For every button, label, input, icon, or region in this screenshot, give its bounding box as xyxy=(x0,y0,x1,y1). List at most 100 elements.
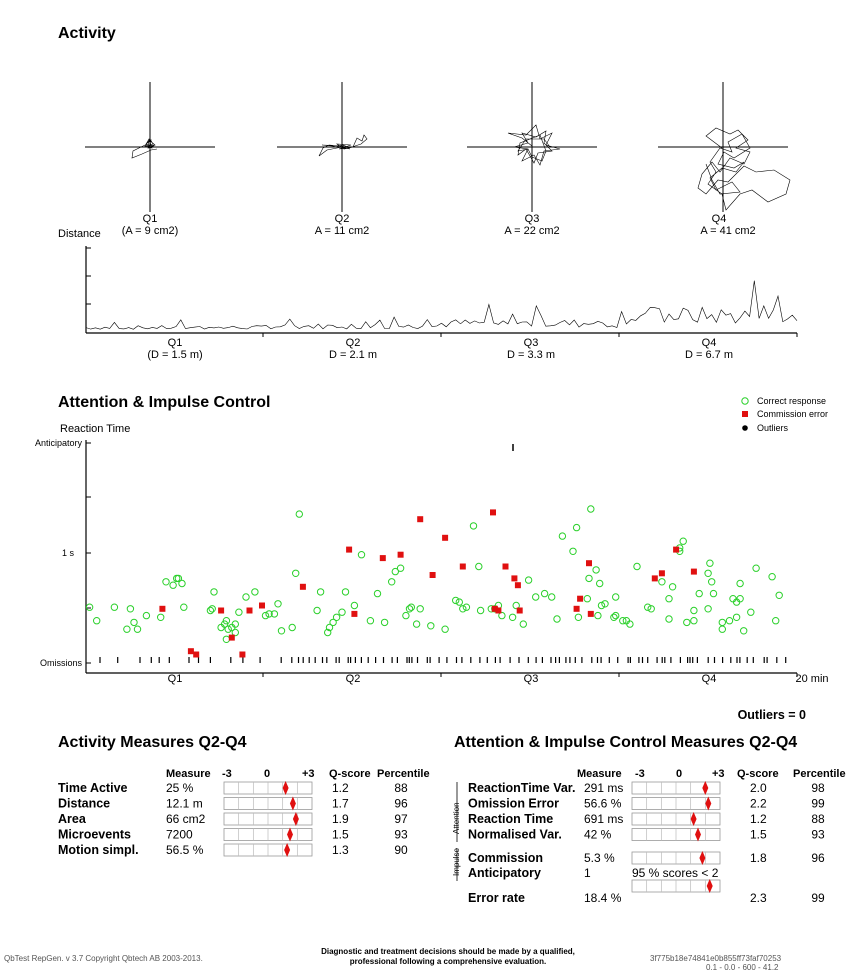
correct-response-point-114 xyxy=(405,605,414,613)
correct-response-point-28 xyxy=(265,610,273,618)
correct-response-point-36 xyxy=(316,588,325,596)
am-row-1-name: Distance xyxy=(58,797,110,811)
activity-title: Activity xyxy=(58,25,116,42)
anticipatory-measure: 1 xyxy=(584,866,591,880)
commission-error-point-6 xyxy=(246,607,253,614)
commission-error-point-22 xyxy=(514,582,521,589)
correct-response-point-126 xyxy=(718,625,726,633)
attention-title: Attention & Impulse Control xyxy=(58,394,270,411)
atm-row-3-measure: 42 % xyxy=(584,828,612,842)
correct-response-point-8 xyxy=(157,613,165,621)
correct-response-point-75 xyxy=(569,547,577,555)
correct-response-point-74 xyxy=(558,532,567,540)
commission-error-point-16 xyxy=(459,563,466,570)
correct-response-point-68 xyxy=(519,620,527,628)
correct-response-point-82 xyxy=(594,611,602,620)
legend-correct-marker xyxy=(741,397,749,405)
correct-response-point-26 xyxy=(251,588,259,596)
correct-response-point-53 xyxy=(416,605,424,613)
correct-response-point-125 xyxy=(729,595,737,603)
correct-response-point-128 xyxy=(775,591,783,599)
correct-response-point-55 xyxy=(441,625,449,633)
atm-row-2-name: Reaction Time xyxy=(468,812,553,826)
distance-q3-label: Q3 xyxy=(524,337,539,349)
commission-percentile: 96 xyxy=(811,851,825,865)
commission-qscore: 1.8 xyxy=(750,851,767,865)
atm-row-1-qscore-marker xyxy=(705,796,712,811)
correct-response-point-81 xyxy=(592,566,600,574)
correct-response-point-13 xyxy=(178,579,186,588)
atm-row-0-percentile: 98 xyxy=(811,781,825,795)
area-label-q4: A = 41 cm2 xyxy=(700,225,755,237)
commission-error-point-1 xyxy=(187,648,194,655)
correct-response-point-112 xyxy=(596,579,604,588)
am-row-1-percentile: 96 xyxy=(394,797,408,811)
atm-row-2-measure: 691 ms xyxy=(584,812,623,826)
am-row-0-measure: 25 % xyxy=(166,781,194,795)
am-row-3-qscore-marker xyxy=(287,827,293,842)
correct-response-point-98 xyxy=(736,579,744,588)
correct-response-point-117 xyxy=(231,628,240,637)
correct-response-point-1 xyxy=(93,617,101,625)
commission-error-point-30 xyxy=(673,546,680,553)
correct-response-point-7 xyxy=(142,611,151,620)
correct-response-point-83 xyxy=(597,601,606,610)
distance-q3-value: D = 3.3 m xyxy=(507,349,555,361)
correct-response-point-121 xyxy=(704,605,712,613)
commission-error-point-21 xyxy=(511,575,518,582)
atm-header-mid: 0 xyxy=(676,768,682,780)
correct-response-point-33 xyxy=(292,569,300,577)
correct-response-point-34 xyxy=(295,510,303,518)
error-rate-qscore: 2.3 xyxy=(750,891,767,905)
correct-response-point-40 xyxy=(332,613,341,621)
movement-trace-q3 xyxy=(507,124,561,166)
correct-response-point-37 xyxy=(324,628,332,637)
correct-response-point-44 xyxy=(357,551,366,559)
movement-plot-q4: Q4 A = 41 cm2 xyxy=(658,82,791,237)
commission-error-point-13 xyxy=(417,516,424,523)
correct-response-point-5 xyxy=(130,618,138,627)
correct-response-point-103 xyxy=(740,627,748,635)
distance-q1-value: (D = 1.5 m) xyxy=(147,349,202,361)
commission-error-point-4 xyxy=(228,634,235,641)
correct-response-point-31 xyxy=(277,627,286,635)
atm-row-1-name: Omission Error xyxy=(468,797,559,811)
correct-response-point-35 xyxy=(313,606,321,615)
movement-trace-q4 xyxy=(697,127,791,211)
impulse-group-label: Impulse xyxy=(452,847,461,876)
am-row-3-name: Microevents xyxy=(58,828,131,842)
correct-response-point-100 xyxy=(768,573,776,581)
am-row-4-name: Motion simpl. xyxy=(58,843,139,857)
distance-q2-value: D = 2.1 m xyxy=(329,349,377,361)
omission-ticks xyxy=(99,657,787,663)
correct-response-point-27 xyxy=(261,611,270,620)
correct-response-point-38 xyxy=(325,623,334,632)
anticipatory-note: 95 % scores < 2 xyxy=(632,866,719,880)
correct-response-point-69 xyxy=(524,576,533,584)
commission-error-point-11 xyxy=(379,555,386,562)
correct-response-point-45 xyxy=(366,617,375,625)
correct-response-point-14 xyxy=(180,603,188,611)
correct-response-point-89 xyxy=(647,605,655,613)
commission-error-point-3 xyxy=(218,607,225,614)
atm-row-3-name: Normalised Var. xyxy=(468,828,562,842)
movement-plots: Q1 (A = 9 cm2) Q2 A = 11 cm2 Q3 A = 22 c… xyxy=(85,82,791,237)
correct-response-point-101 xyxy=(732,613,741,621)
correct-response-point-29 xyxy=(270,610,279,618)
correct-response-point-60 xyxy=(469,522,478,530)
am-row-4-qscore-marker xyxy=(284,843,291,857)
correct-response-point-95 xyxy=(704,569,712,577)
attention-measures-rows: ReactionTime Var. 291 ms 2.0 98 Omission Err… xyxy=(468,781,825,905)
distance-q4-value: D = 6.7 m xyxy=(685,349,733,361)
correct-response-point-85 xyxy=(612,611,620,620)
correct-response-point-77 xyxy=(574,613,583,621)
correct-response-point-12 xyxy=(174,574,183,583)
activity-measures-table: Measure -3 0 +3 Q-score Percentile Time … xyxy=(58,768,430,857)
legend-outliers-marker xyxy=(742,425,748,431)
atm-header-min: -3 xyxy=(635,768,645,780)
am-row-1-measure: 12.1 m xyxy=(166,797,203,811)
correct-response-point-62 xyxy=(476,606,485,615)
correct-response-point-6 xyxy=(133,625,142,633)
quarter-label-q2: Q2 xyxy=(335,213,350,225)
correct-response-point-73 xyxy=(553,615,561,623)
